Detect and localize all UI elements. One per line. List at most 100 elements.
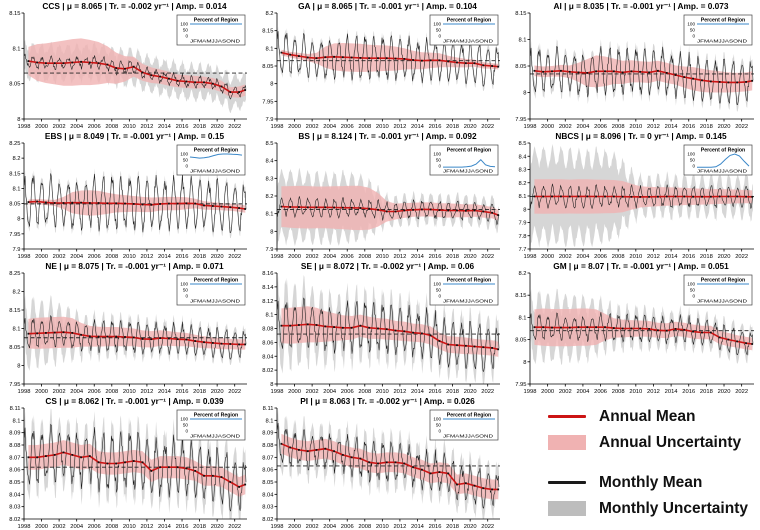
svg-text:2012: 2012 [393,524,406,530]
annual-marker [27,201,30,203]
annual-marker [88,61,91,64]
svg-text:2014: 2014 [158,524,172,530]
svg-text:2014: 2014 [158,254,172,260]
annual-mean-line [534,195,753,198]
svg-text:2010: 2010 [376,254,389,260]
svg-text:2020: 2020 [211,124,224,130]
annual-marker [229,481,232,483]
svg-text:2020: 2020 [718,389,731,395]
annual-marker [438,59,441,62]
annual-marker [701,195,703,198]
svg-text:8.05: 8.05 [262,480,273,486]
svg-text:2010: 2010 [123,124,136,130]
annual-marker [727,81,730,84]
annual-marker [533,69,536,72]
annual-marker [736,195,739,198]
svg-text:2022: 2022 [481,389,494,395]
annual-marker [473,62,476,65]
annual-marker [639,70,642,73]
svg-text:8: 8 [17,117,20,123]
svg-text:8: 8 [523,360,526,366]
annual-marker [464,62,467,65]
annual-marker [45,201,47,204]
svg-text:50: 50 [436,158,442,163]
annual-marker [238,486,240,488]
svg-text:100: 100 [687,152,695,157]
svg-text:2006: 2006 [88,124,101,130]
svg-text:2016: 2016 [429,254,442,260]
annual-marker [577,326,580,329]
annual-marker [176,202,179,205]
panel-plot-ga: 7.9 7.95 8 8.05 8.1 8.15 8.2 1998 2000 2002 2004 20… [262,1,500,130]
svg-text:2020: 2020 [464,524,477,530]
annual-marker [683,328,686,331]
annual-marker [141,203,144,206]
svg-text:50: 50 [690,158,696,163]
annual-marker [429,208,432,211]
annual-marker [745,81,747,83]
annual-marker [220,342,223,345]
inset-title: Percent of Region [701,18,745,24]
annual-marker [438,471,441,473]
annual-marker [533,326,536,329]
svg-text:2018: 2018 [193,254,206,260]
svg-text:50: 50 [183,288,189,293]
annual-marker [80,201,82,204]
svg-text:2008: 2008 [612,254,625,260]
svg-text:0: 0 [692,164,695,169]
annual-marker [412,331,414,334]
svg-text:8.15: 8.15 [515,11,526,17]
svg-text:2018: 2018 [446,254,459,260]
annual-marker [298,324,300,326]
svg-text:2008: 2008 [612,124,625,130]
svg-text:2008: 2008 [105,524,118,530]
annual-uncertainty-band [281,306,499,357]
svg-text:2002: 2002 [306,254,319,260]
svg-text:2000: 2000 [288,389,301,395]
inset-month-labels: JFMAMJJASOND [190,168,240,173]
annual-mean-line [28,200,246,210]
svg-text:8.06: 8.06 [9,468,20,474]
annual-marker [394,210,397,213]
svg-text:2012: 2012 [647,254,660,260]
svg-text:2008: 2008 [358,254,371,260]
svg-text:8.1: 8.1 [12,46,20,52]
svg-text:2002: 2002 [559,389,572,395]
svg-text:2010: 2010 [629,124,642,130]
annual-marker [473,345,476,348]
annual-marker [132,336,135,339]
svg-text:2008: 2008 [358,124,371,130]
annual-marker [333,450,335,453]
monthly-mean-line [277,297,500,372]
annual-marker [194,470,197,472]
annual-marker [674,74,677,76]
annual-marker [727,195,730,198]
panel-plot-nbcs: 7.7 7.8 7.9 8 8.1 8.2 8.3 8.4 8.5 1998 2000 2002 200… [518,131,754,260]
annual-marker [665,72,668,74]
annual-marker [176,466,179,469]
annual-marker [185,202,188,205]
svg-text:7.95: 7.95 [515,117,526,123]
svg-text:2012: 2012 [140,389,153,395]
svg-text:8.1: 8.1 [12,186,20,192]
annual-marker [473,484,476,487]
svg-text:100: 100 [433,152,441,157]
svg-text:8.08: 8.08 [9,443,20,449]
svg-text:8.11: 8.11 [263,406,274,412]
annual-marker [612,70,615,73]
svg-text:2022: 2022 [735,254,748,260]
inset-month-labels: JFMAMJJASOND [697,168,747,173]
annual-marker [683,76,686,78]
annual-marker [71,61,74,64]
svg-text:2010: 2010 [123,524,136,530]
panel-bs: 7.9 8 8.1 8.2 8.3 8.4 8.5 1998 2000 2002 2004 2006 2… [253,130,506,260]
svg-text:8.1: 8.1 [12,418,20,424]
svg-text:7.95: 7.95 [515,382,526,388]
annual-marker [421,59,423,62]
svg-text:2002: 2002 [306,124,319,130]
annual-mean-line [281,443,499,491]
annual-marker [45,62,47,65]
svg-text:2004: 2004 [70,524,84,530]
